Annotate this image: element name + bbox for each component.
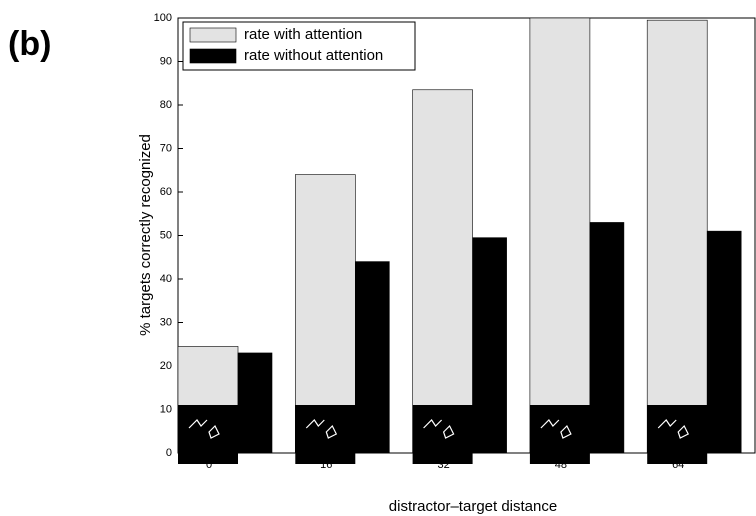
- bar: [354, 261, 390, 454]
- inset-image: [178, 405, 238, 464]
- inset-glyph: [657, 419, 690, 439]
- bar: [646, 19, 708, 454]
- bar: [589, 222, 625, 454]
- y-tick-label: 60: [160, 186, 172, 198]
- inset-image: [295, 405, 356, 464]
- y-tick-label: 30: [160, 316, 172, 328]
- bar: [237, 352, 273, 454]
- bar: [529, 17, 591, 454]
- inset-image: [647, 405, 708, 464]
- bar: [412, 89, 473, 454]
- legend-swatch: [189, 48, 237, 64]
- y-axis-label: % targets correctly recognized: [137, 134, 154, 336]
- y-tick-label: 70: [160, 142, 172, 154]
- y-tick-label: 90: [160, 55, 172, 67]
- inset-image: [412, 405, 473, 464]
- y-tick-label: 80: [160, 99, 172, 111]
- y-tick-label: 100: [154, 12, 172, 24]
- y-tick-label: 50: [160, 229, 172, 241]
- legend-swatch: [189, 27, 237, 43]
- y-tick-label: 20: [160, 360, 172, 372]
- inset-glyph: [188, 419, 220, 439]
- y-tick-label: 0: [166, 447, 172, 459]
- inset-glyph: [423, 419, 455, 439]
- panel-label: (b): [8, 25, 51, 63]
- y-tick-label: 40: [160, 273, 172, 285]
- bar: [472, 237, 507, 454]
- legend-label: rate with attention: [244, 26, 362, 43]
- legend-label: rate without attention: [244, 47, 383, 64]
- inset-image: [529, 405, 590, 464]
- bar: [706, 230, 742, 454]
- y-tick-label: 10: [160, 403, 172, 415]
- x-axis-label: distractor–target distance: [389, 498, 557, 515]
- inset-glyph: [305, 419, 338, 439]
- x-tick-label: 0: [206, 459, 212, 471]
- inset-glyph: [540, 419, 572, 439]
